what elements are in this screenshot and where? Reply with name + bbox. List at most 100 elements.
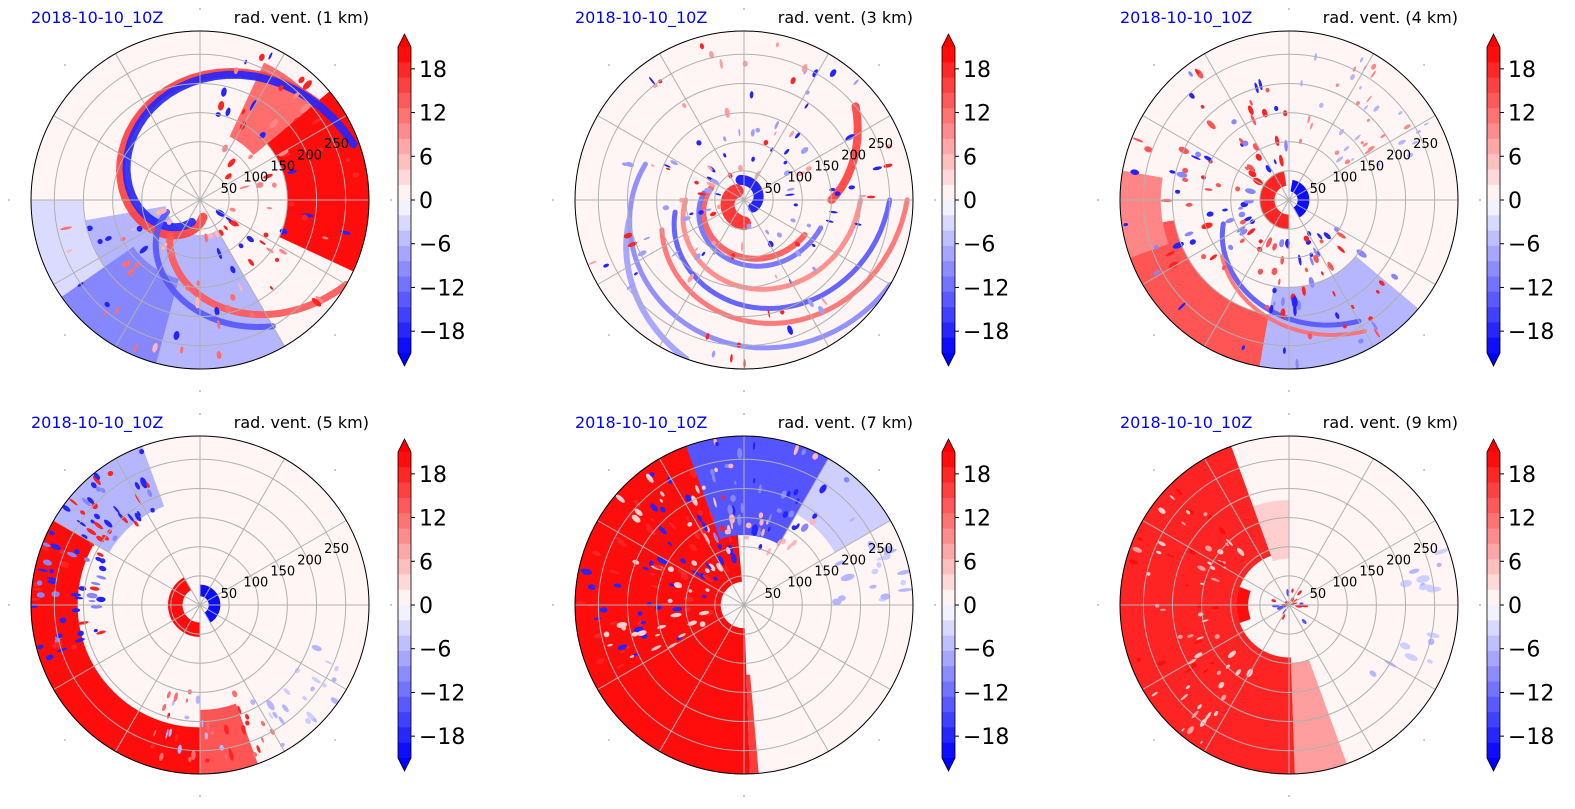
- field-speckle: [691, 560, 698, 566]
- field-speckle: [1350, 74, 1355, 81]
- field-speckle: [575, 601, 587, 605]
- colorbar-segment: [398, 200, 411, 216]
- field-speckle: [885, 144, 893, 149]
- field-speckle: [1153, 270, 1160, 276]
- azimuth-line: [115, 199, 201, 347]
- field-speckle: [784, 148, 790, 155]
- radial-tick-label: 100: [243, 576, 268, 591]
- field-speckle: [98, 565, 107, 572]
- field-speckle: [684, 235, 690, 240]
- angular-tick: [1153, 739, 1155, 741]
- field-speckle: [688, 589, 693, 593]
- field-speckle: [1181, 521, 1186, 526]
- field-speckle: [147, 489, 153, 497]
- spiral-band: [1219, 221, 1362, 328]
- colorbar-tick-label: 0: [1508, 594, 1522, 619]
- field-speckle: [761, 528, 765, 537]
- field-speckle: [609, 621, 619, 625]
- field-speckle: [1185, 202, 1193, 207]
- field-speckle: [1434, 548, 1449, 555]
- field-speckle: [89, 586, 100, 591]
- radial-tick-label: 50: [221, 182, 238, 197]
- field-speckle: [667, 541, 673, 546]
- field-speckle: [112, 535, 118, 541]
- field-speckle: [1185, 685, 1191, 690]
- field-speckle: [1366, 95, 1372, 103]
- outflow-region: [200, 703, 258, 774]
- colorbar-segment: [1487, 200, 1500, 216]
- field-speckle: [60, 226, 72, 231]
- colorbar-segment: [398, 681, 411, 698]
- field-speckle: [1184, 231, 1194, 237]
- field-speckle: [804, 103, 809, 109]
- field-speckle: [774, 120, 779, 130]
- panel-title: rad. vent. (3 km): [778, 8, 913, 27]
- colorbar-tick-label: 6: [963, 550, 977, 575]
- field-speckle: [311, 117, 322, 125]
- colorbar-segment: [942, 77, 955, 94]
- angular-tick: [64, 469, 66, 471]
- field-speckle: [660, 491, 665, 497]
- colorbar-segment: [1487, 543, 1500, 560]
- colorbar-extend-min: [1487, 353, 1500, 366]
- field-speckle: [41, 546, 50, 552]
- field-speckle: [107, 470, 114, 477]
- field-speckle: [840, 573, 855, 582]
- field-speckle: [818, 306, 825, 314]
- colorbar-segment: [398, 77, 411, 94]
- colorbar-segment: [398, 47, 411, 63]
- field-speckle: [651, 645, 662, 651]
- angular-tick: [1423, 334, 1425, 336]
- field-speckle: [191, 750, 196, 761]
- field-speckle: [868, 544, 877, 552]
- field-speckle: [93, 628, 98, 633]
- field-speckle: [1369, 670, 1377, 677]
- radial-tick-label: 200: [297, 553, 322, 568]
- azimuth-line: [1142, 520, 1290, 606]
- field-speckle: [1178, 302, 1186, 311]
- field-speckle: [1371, 321, 1378, 331]
- field-speckle: [693, 531, 701, 540]
- field-speckle: [216, 351, 222, 360]
- field-speckle: [278, 716, 285, 725]
- field-speckle: [615, 494, 625, 503]
- field-speckle: [660, 506, 666, 513]
- field-speckle: [1167, 554, 1174, 558]
- field-speckle: [794, 241, 801, 247]
- field-speckle: [1188, 92, 1195, 99]
- azimuth-line: [199, 115, 347, 201]
- field-speckle: [711, 240, 717, 246]
- angular-tick: [1288, 795, 1290, 797]
- colorbar-segment: [1487, 184, 1500, 201]
- field-speckle: [736, 342, 742, 348]
- field-speckle: [1295, 358, 1299, 369]
- field-speckle: [603, 631, 610, 638]
- colorbar-segment: [398, 467, 411, 484]
- field-speckle: [603, 263, 609, 268]
- field-speckle: [872, 166, 882, 171]
- colorbar-segment: [942, 574, 955, 591]
- field-speckle: [50, 543, 62, 550]
- field-speckle: [86, 528, 97, 536]
- azimuth-line: [115, 458, 201, 606]
- azimuth-line: [199, 604, 285, 752]
- colorbar-segment: [942, 337, 955, 354]
- field-speckle: [218, 101, 225, 111]
- polar-frame: [574, 435, 914, 775]
- angular-tick: [1479, 199, 1481, 201]
- colorbar-segment: [1487, 696, 1500, 713]
- field-speckle: [1264, 304, 1270, 310]
- field-speckle: [1301, 285, 1306, 296]
- field-speckle: [237, 705, 242, 715]
- field-speckle: [697, 192, 706, 196]
- angular-tick: [199, 413, 201, 415]
- field-speckle: [663, 163, 671, 168]
- field-speckle: [216, 319, 221, 329]
- field-speckle: [230, 265, 236, 274]
- field-speckle: [104, 301, 110, 308]
- field-speckle: [204, 233, 208, 243]
- field-speckle: [1343, 145, 1350, 152]
- radial-tick-label: 50: [765, 182, 782, 197]
- field-speckle: [133, 343, 139, 354]
